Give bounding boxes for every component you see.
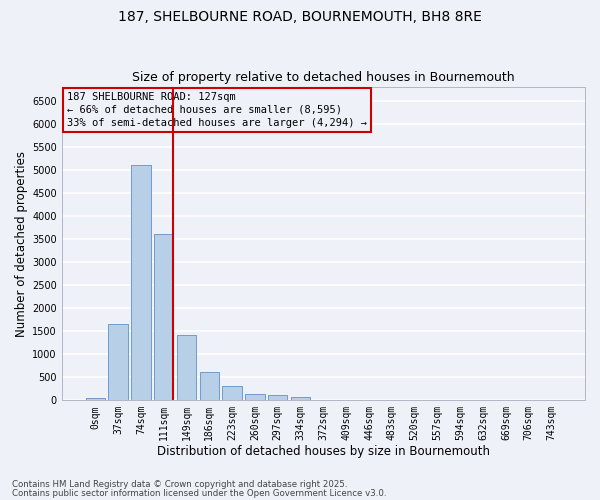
Text: Contains public sector information licensed under the Open Government Licence v3: Contains public sector information licen… [12,488,386,498]
Bar [154,234,173,400]
Bar [131,166,151,400]
Bar [109,324,128,400]
Text: 187 SHELBOURNE ROAD: 127sqm
← 66% of detached houses are smaller (8,595)
33% of : 187 SHELBOURNE ROAD: 127sqm ← 66% of det… [67,92,367,128]
X-axis label: Distribution of detached houses by size in Bournemouth: Distribution of detached houses by size … [157,444,490,458]
Bar [291,397,310,400]
Bar [268,395,287,400]
Title: Size of property relative to detached houses in Bournemouth: Size of property relative to detached ho… [132,72,515,85]
Bar [245,394,265,400]
Bar [200,372,219,400]
Text: Contains HM Land Registry data © Crown copyright and database right 2025.: Contains HM Land Registry data © Crown c… [12,480,347,489]
Text: 187, SHELBOURNE ROAD, BOURNEMOUTH, BH8 8RE: 187, SHELBOURNE ROAD, BOURNEMOUTH, BH8 8… [118,10,482,24]
Bar [86,398,105,400]
Bar [177,335,196,400]
Bar [223,386,242,400]
Y-axis label: Number of detached properties: Number of detached properties [15,150,28,336]
